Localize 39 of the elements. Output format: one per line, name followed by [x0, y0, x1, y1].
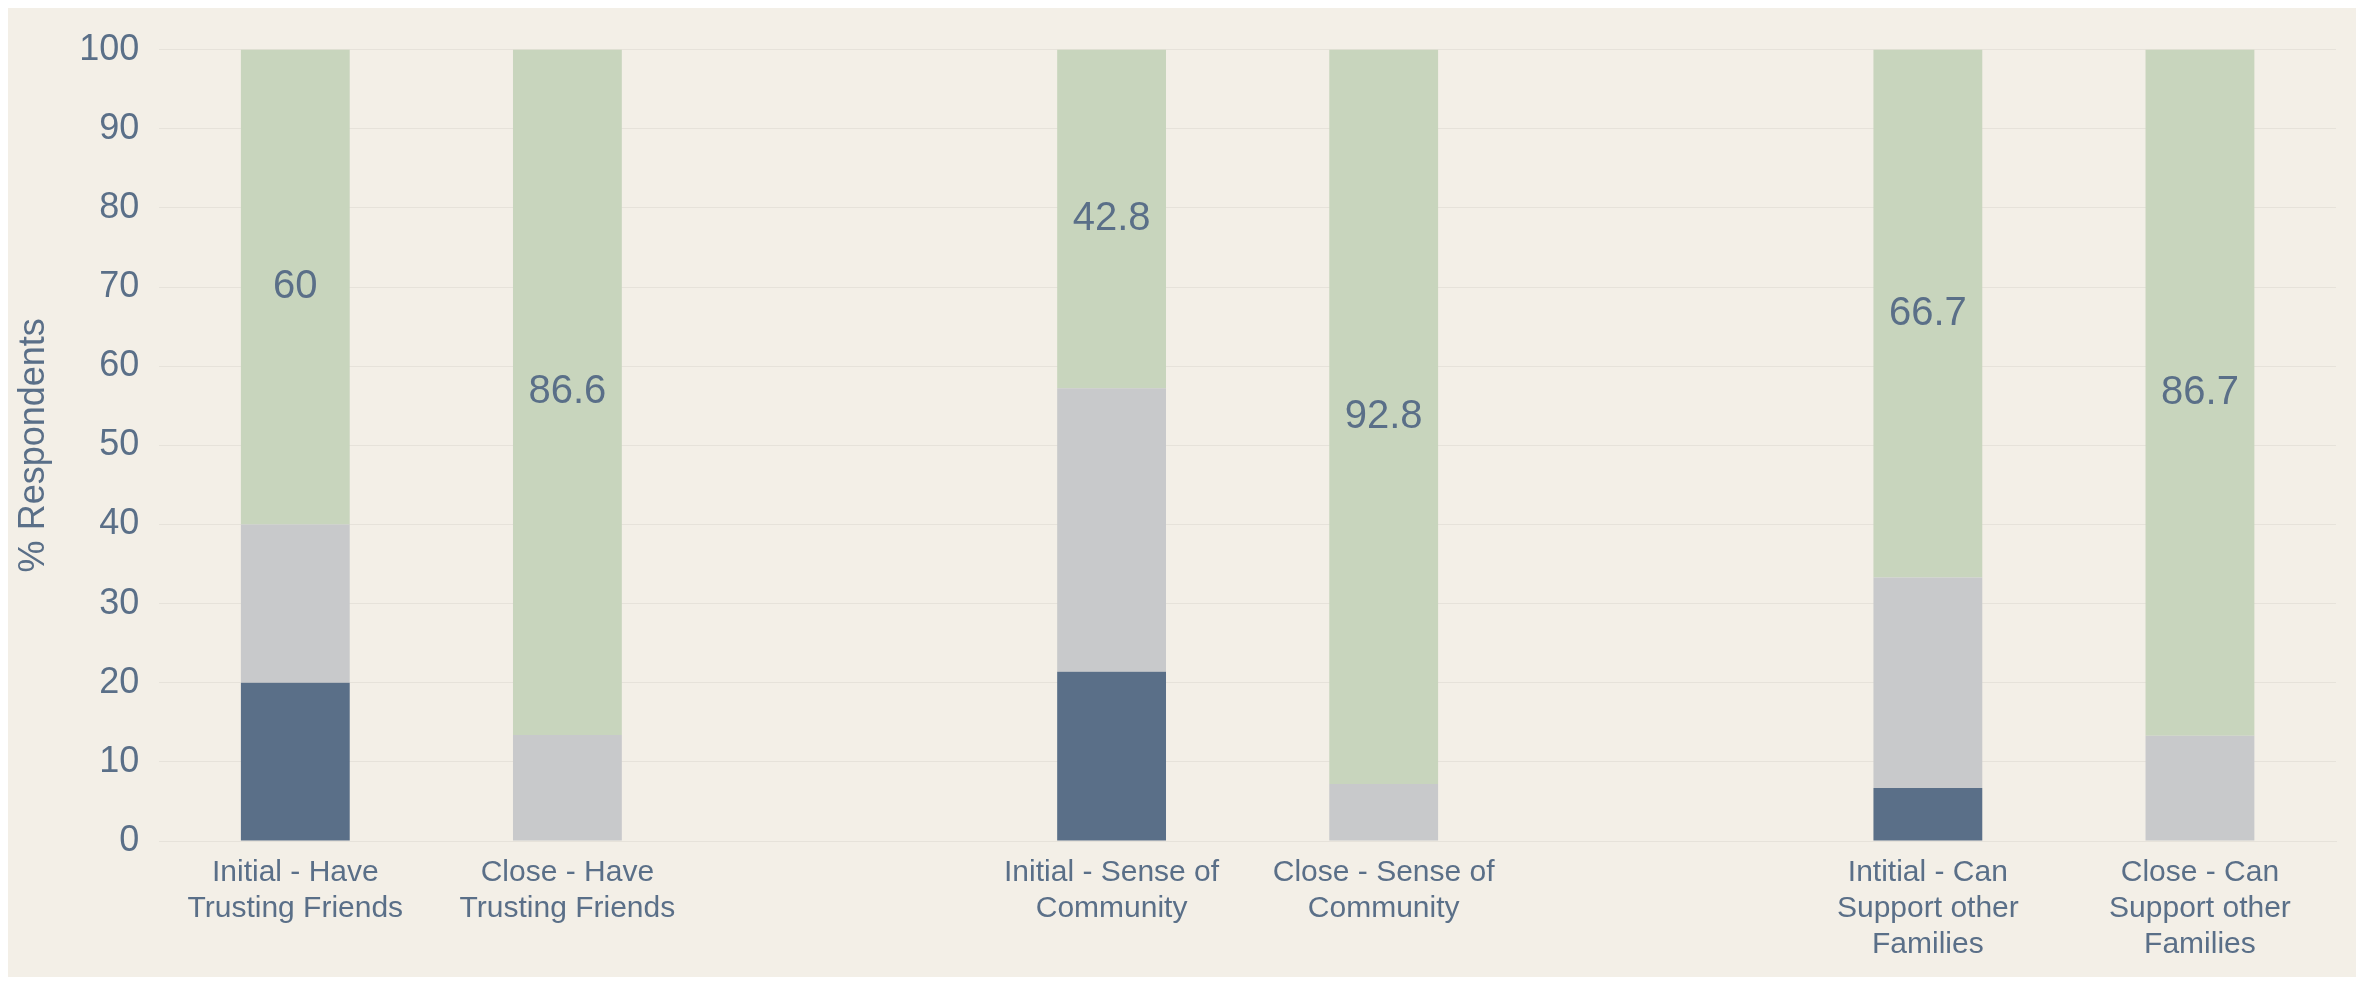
- y-tick-label: 50: [99, 422, 140, 464]
- y-tick-label: 70: [99, 263, 140, 305]
- bar: [1329, 784, 1439, 841]
- bar: [1057, 49, 1167, 389]
- y-tick-label: 100: [79, 26, 140, 68]
- data-label: 60: [273, 262, 318, 307]
- bar: [1329, 49, 1439, 785]
- data-label: 92.8: [1344, 391, 1423, 436]
- y-tick-label: 20: [99, 659, 140, 701]
- data-label: 66.7: [1888, 288, 1967, 333]
- bar: [1873, 49, 1983, 578]
- bar: [1873, 787, 1983, 841]
- bar: [2145, 49, 2255, 736]
- bar: [1057, 388, 1167, 672]
- bar: [512, 734, 622, 841]
- y-tick-label: 30: [99, 580, 140, 622]
- data-label: 42.8: [1072, 193, 1151, 238]
- y-tick-label: 60: [99, 343, 140, 385]
- x-tick-label: Initial - Have Trusting Friends: [187, 854, 404, 924]
- bar: [240, 49, 350, 525]
- y-tick-label: 80: [99, 184, 140, 226]
- x-tick-label: Close - Have Trusting Friends: [459, 854, 676, 924]
- x-tick-label: Close - Sense of Community: [1272, 854, 1496, 924]
- data-label: 86.7: [2161, 367, 2239, 412]
- y-tick-label: 40: [99, 501, 140, 543]
- x-tick-label: Close - Can Support other Families: [2109, 854, 2291, 960]
- bar: [512, 49, 622, 735]
- y-tick-label: 10: [99, 738, 140, 780]
- x-tick-label: Initial - Sense of Community: [1004, 854, 1220, 924]
- y-tick-label: 0: [119, 817, 140, 859]
- x-tick-label: Intitial - Can Support other Families: [1836, 854, 2019, 960]
- bar: [1057, 671, 1167, 841]
- y-tick-label: 90: [99, 105, 140, 147]
- y-axis-title: % Respondents: [10, 318, 52, 573]
- bar: [240, 524, 350, 683]
- bar: [2145, 735, 2255, 841]
- bar: [240, 682, 350, 841]
- bar: [1873, 577, 1983, 788]
- data-label: 86.6: [528, 367, 607, 412]
